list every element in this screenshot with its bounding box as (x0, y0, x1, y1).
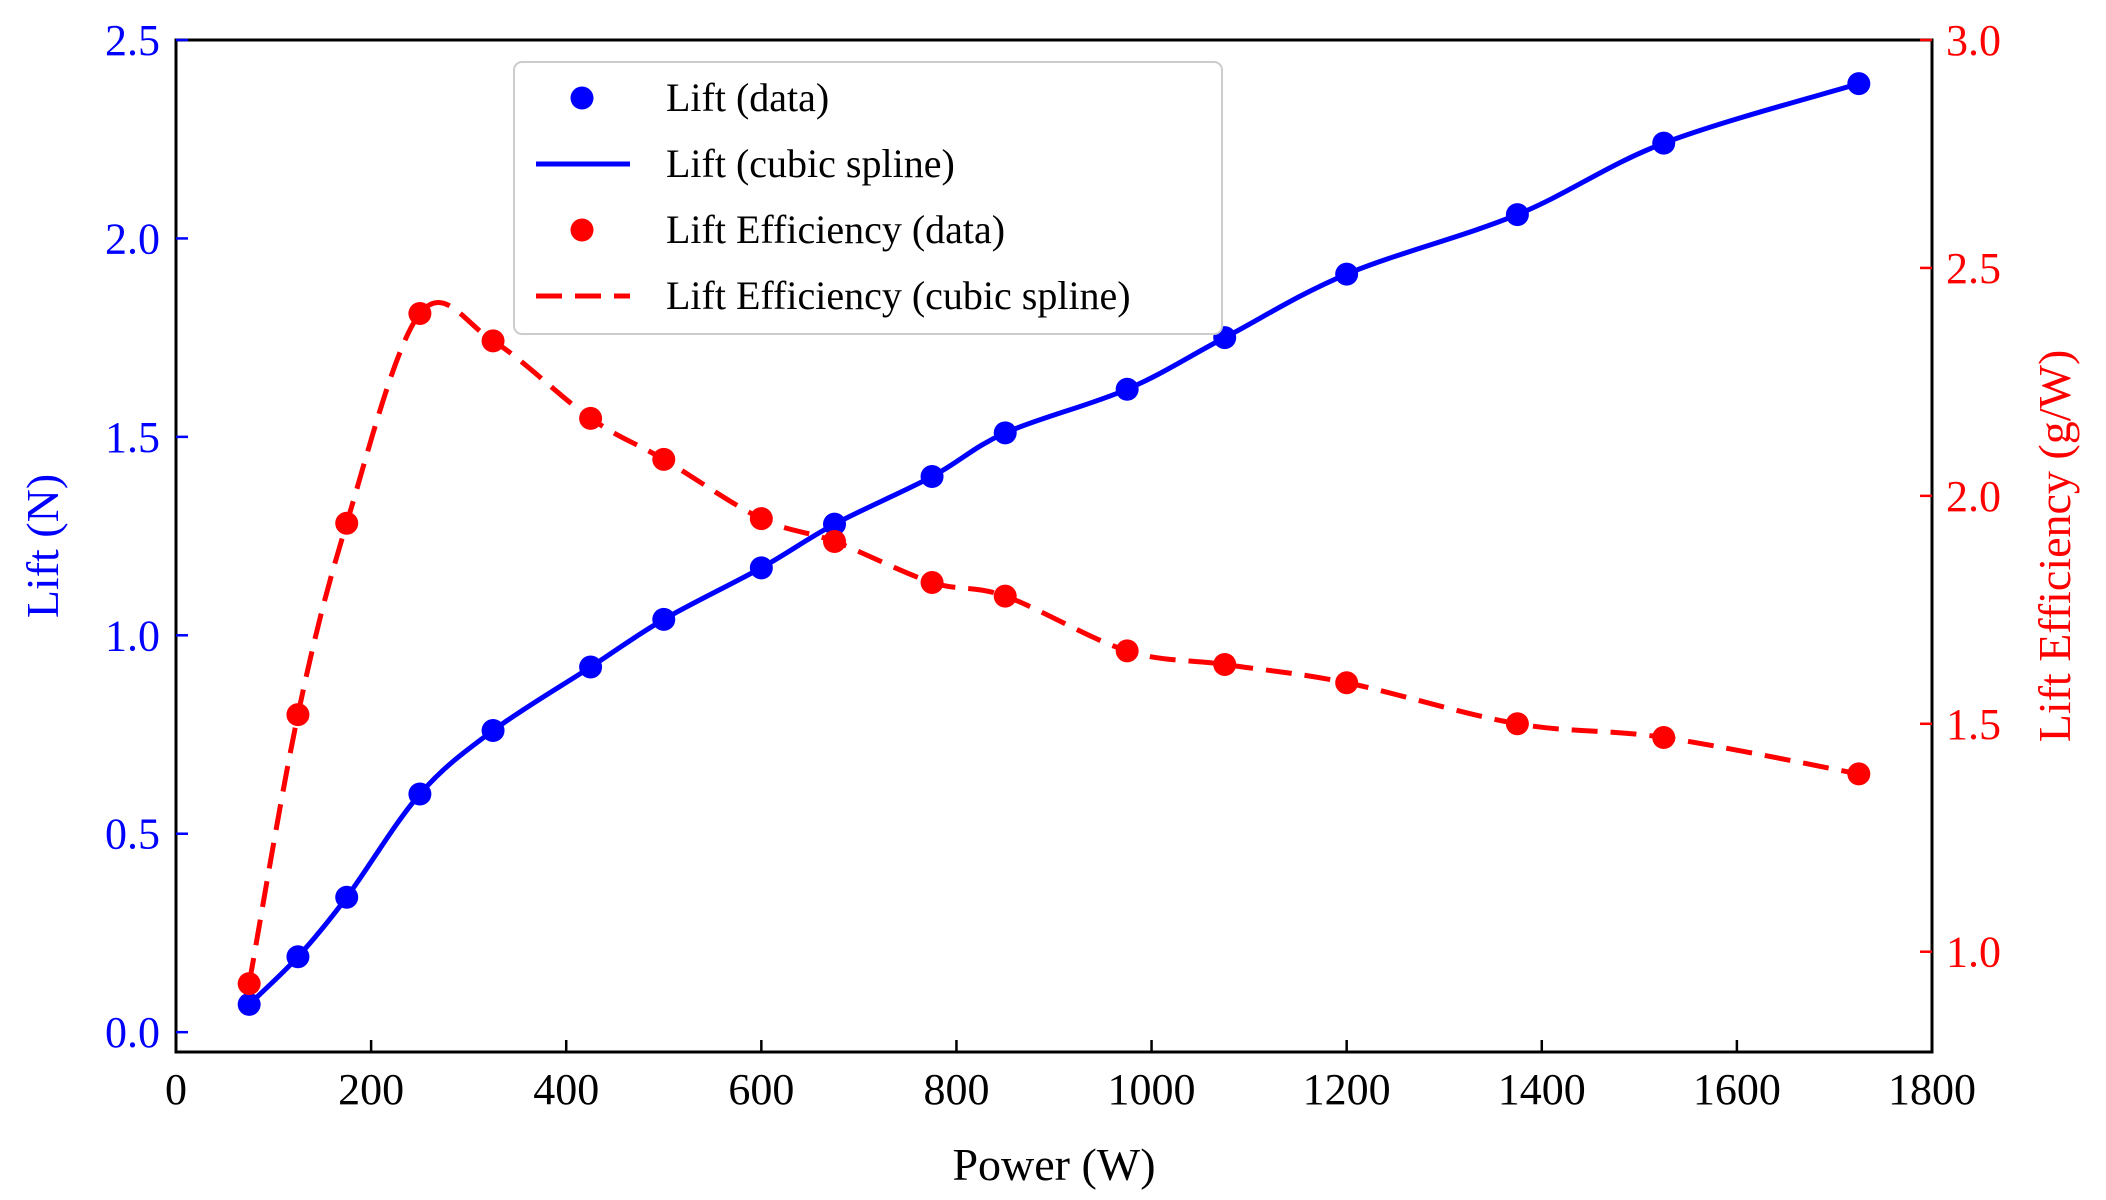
data-point-lift-data-10 (993, 421, 1017, 445)
x-tick-label: 0 (165, 1065, 187, 1114)
series-points (237, 72, 1871, 1016)
x-tick-label: 400 (533, 1065, 599, 1114)
x-tick-label: 1800 (1888, 1065, 1976, 1114)
data-point-lift-data-13 (1335, 262, 1359, 286)
data-point-lift-efficiency-data-7 (749, 507, 773, 531)
data-point-lift-efficiency-data-13 (1335, 671, 1359, 695)
y-tick-label: 0.0 (105, 1008, 160, 1057)
y-axis-label: Lift (N) (17, 474, 68, 618)
data-point-lift-efficiency-data-15 (1652, 725, 1676, 749)
data-point-lift-efficiency-data-2 (335, 511, 359, 535)
y2-axis-ticks: 1.0 1.5 2.0 2.5 3.0 (1920, 16, 2001, 977)
data-point-lift-efficiency-data-14 (1505, 712, 1529, 736)
data-point-lift-data-6 (652, 607, 676, 631)
data-point-lift-data-8 (823, 512, 846, 536)
data-point-lift-efficiency-data-10 (993, 584, 1017, 608)
y-tick-label: 0.5 (105, 810, 160, 859)
data-point-lift-efficiency-data-5 (579, 406, 603, 430)
data-point-lift-efficiency-data-4 (481, 329, 505, 353)
x-axis-label: Power (W) (952, 1139, 1155, 1190)
data-point-lift-efficiency-data-3 (408, 302, 432, 326)
data-point-lift-efficiency-data-9 (920, 570, 944, 594)
data-point-lift-data-4 (481, 719, 505, 743)
data-point-lift-data-1 (286, 945, 310, 969)
y2-axis-label: Lift Efficiency (g/W) (2029, 350, 2080, 743)
y-tick-label: 2.5 (105, 16, 160, 65)
data-point-lift-data-11 (1115, 377, 1139, 401)
data-point-lift-data-14 (1505, 203, 1529, 227)
x-tick-label: 800 (923, 1065, 989, 1114)
legend-marker-lift-efficiency-data (570, 218, 594, 242)
data-point-lift-data-2 (335, 885, 359, 909)
y-axis-ticks: 0.0 0.5 1.0 1.5 2.0 2.5 (105, 16, 188, 1057)
y2-tick-label: 2.0 (1946, 472, 2001, 521)
data-point-lift-efficiency-data-12 (1213, 653, 1237, 677)
plot-frame (174, 38, 1934, 1054)
y2-tick-label: 1.0 (1946, 928, 2001, 977)
legend-box (513, 61, 1223, 335)
legend-label-lift-efficiency-cubic-spline: Lift Efficiency (cubic spline) (666, 273, 1131, 318)
x-tick-label: 600 (728, 1065, 794, 1114)
data-point-lift-data-7 (749, 556, 773, 580)
x-tick-label: 1400 (1498, 1065, 1586, 1114)
data-point-lift-data-3 (408, 782, 432, 806)
y2-tick-label: 1.5 (1946, 700, 2001, 749)
data-point-lift-data-15 (1652, 131, 1676, 155)
data-point-lift-efficiency-data-11 (1115, 639, 1139, 663)
legend-label-lift-cubic-spline: Lift (cubic spline) (666, 141, 955, 186)
x-tick-label: 1000 (1108, 1065, 1196, 1114)
data-point-lift-efficiency-data-16 (1847, 762, 1871, 786)
legend-label-lift-data: Lift (data) (666, 75, 829, 120)
x-axis-ticks: 0 200 400 600 800 1000 1200 1400 1600 1800 (165, 1040, 1976, 1114)
data-point-lift-data-5 (579, 655, 603, 679)
data-point-lift-efficiency-data-1 (286, 703, 310, 727)
x-tick-label: 1600 (1693, 1065, 1781, 1114)
data-point-lift-efficiency-data-8 (823, 529, 846, 553)
x-tick-label: 1200 (1303, 1065, 1391, 1114)
data-point-lift-data-0 (237, 992, 261, 1016)
data-point-lift-efficiency-data-6 (652, 447, 676, 471)
y-tick-label: 2.0 (105, 214, 160, 263)
y2-tick-label: 2.5 (1946, 244, 2001, 293)
data-point-lift-data-16 (1847, 72, 1871, 96)
y-tick-label: 1.0 (105, 611, 160, 660)
data-point-lift-data-9 (920, 465, 944, 489)
y-tick-label: 1.5 (105, 413, 160, 462)
legend-label-lift-efficiency-data: Lift Efficiency (data) (666, 207, 1005, 252)
y2-tick-label: 3.0 (1946, 16, 2001, 65)
legend-marker-lift-data (570, 86, 594, 110)
legend: Lift (data) Lift (cubic spline) Lift Effic… (513, 61, 1223, 335)
data-point-lift-efficiency-data-0 (237, 972, 261, 996)
x-tick-label: 200 (338, 1065, 404, 1114)
series-line-lift-efficiency-cubic-spline (246, 300, 1860, 985)
